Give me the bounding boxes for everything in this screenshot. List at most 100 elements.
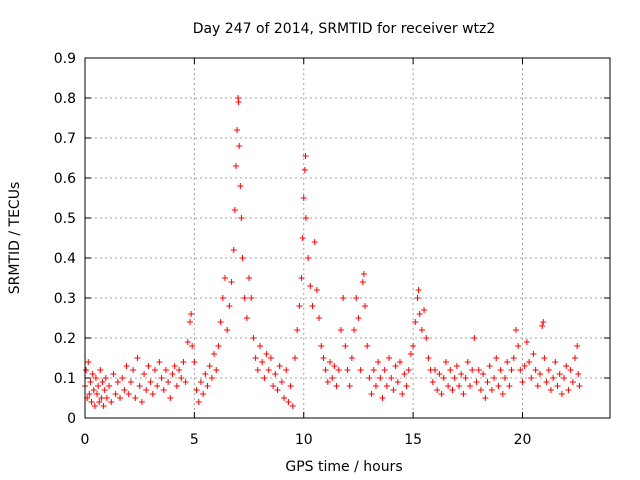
data-point bbox=[390, 387, 397, 393]
data-point bbox=[469, 367, 476, 373]
data-point bbox=[127, 379, 134, 385]
data-point bbox=[502, 375, 508, 381]
data-point bbox=[517, 367, 524, 373]
x-axis-label: GPS time / hours bbox=[285, 459, 402, 475]
data-point bbox=[193, 387, 200, 393]
data-point bbox=[252, 355, 259, 361]
data-point bbox=[379, 395, 386, 401]
data-point bbox=[241, 295, 248, 301]
data-point bbox=[274, 387, 281, 393]
data-point bbox=[189, 343, 196, 349]
grid-lines bbox=[85, 58, 610, 418]
data-point bbox=[447, 367, 454, 373]
data-point bbox=[565, 387, 572, 393]
data-point bbox=[95, 383, 102, 389]
data-point bbox=[180, 359, 187, 365]
data-point bbox=[464, 359, 471, 365]
data-point bbox=[399, 391, 406, 397]
data-point bbox=[388, 375, 395, 381]
data-point bbox=[86, 391, 93, 397]
data-point bbox=[423, 335, 430, 341]
data-point bbox=[292, 355, 298, 361]
data-point bbox=[261, 375, 268, 381]
data-point bbox=[397, 359, 403, 365]
y-tick-label: 0 bbox=[67, 411, 76, 427]
data-point bbox=[224, 327, 231, 333]
chart-title: Day 247 of 2014, SRMTID for receiver wtz… bbox=[193, 21, 496, 37]
data-point bbox=[97, 367, 104, 373]
data-point bbox=[381, 367, 388, 373]
data-point bbox=[117, 395, 123, 401]
y-tick-label: 0.8 bbox=[54, 91, 76, 107]
data-point bbox=[272, 371, 279, 377]
data-point bbox=[510, 355, 517, 361]
data-point bbox=[147, 379, 154, 385]
data-point bbox=[508, 367, 515, 373]
data-point bbox=[366, 375, 373, 381]
data-point bbox=[289, 403, 296, 409]
data-point bbox=[202, 371, 209, 377]
data-point bbox=[493, 355, 500, 361]
data-point bbox=[283, 367, 290, 373]
data-point bbox=[169, 371, 176, 377]
data-point bbox=[425, 355, 432, 361]
data-point bbox=[176, 367, 183, 373]
y-tick-labels: 0 0.1 0.2 0.3 0.4 0.5 0.6 0.7 0.8 0.9 bbox=[54, 51, 76, 427]
data-point bbox=[394, 379, 401, 385]
data-point bbox=[119, 375, 126, 381]
data-point bbox=[460, 391, 467, 397]
data-point bbox=[434, 387, 441, 393]
data-point bbox=[563, 363, 570, 369]
data-point bbox=[263, 351, 270, 357]
data-point bbox=[486, 363, 493, 369]
y-tick-label: 0.5 bbox=[54, 211, 76, 227]
axis-ticks bbox=[84, 57, 610, 419]
data-point bbox=[259, 359, 266, 365]
data-point bbox=[106, 383, 113, 389]
data-point bbox=[451, 375, 458, 381]
data-point bbox=[278, 379, 285, 385]
data-point bbox=[383, 383, 390, 389]
data-point bbox=[558, 391, 565, 397]
data-point bbox=[475, 367, 482, 373]
data-point bbox=[432, 367, 438, 373]
data-point bbox=[364, 343, 371, 349]
data-point bbox=[294, 327, 301, 333]
data-point bbox=[85, 359, 92, 365]
data-point bbox=[173, 383, 180, 389]
data-point bbox=[307, 283, 314, 289]
data-point bbox=[204, 383, 211, 389]
data-point bbox=[484, 379, 491, 385]
data-point bbox=[458, 371, 465, 377]
data-point bbox=[299, 235, 306, 241]
data-point bbox=[554, 383, 561, 389]
y-tick-label: 0.1 bbox=[54, 371, 76, 387]
data-point bbox=[462, 375, 469, 381]
data-point bbox=[165, 379, 172, 385]
data-point bbox=[320, 355, 327, 361]
data-point bbox=[300, 195, 307, 201]
data-point bbox=[386, 355, 393, 361]
data-point bbox=[377, 375, 384, 381]
x-tick-label: 5 bbox=[190, 432, 199, 448]
data-point bbox=[250, 335, 257, 341]
data-point bbox=[471, 335, 478, 341]
data-point bbox=[215, 343, 222, 349]
data-point bbox=[534, 383, 541, 389]
data-point bbox=[556, 371, 563, 377]
data-point bbox=[305, 255, 312, 261]
data-point bbox=[540, 319, 547, 325]
data-point bbox=[298, 275, 305, 281]
x-tick-label: 20 bbox=[514, 432, 532, 448]
data-point bbox=[456, 383, 463, 389]
data-point bbox=[103, 395, 110, 401]
data-point bbox=[473, 379, 480, 385]
data-point bbox=[418, 327, 425, 333]
plot-frame bbox=[84, 57, 611, 419]
data-point bbox=[401, 371, 408, 377]
data-point bbox=[355, 315, 362, 321]
data-point bbox=[309, 303, 316, 309]
data-point bbox=[132, 395, 139, 401]
data-point bbox=[360, 271, 367, 277]
